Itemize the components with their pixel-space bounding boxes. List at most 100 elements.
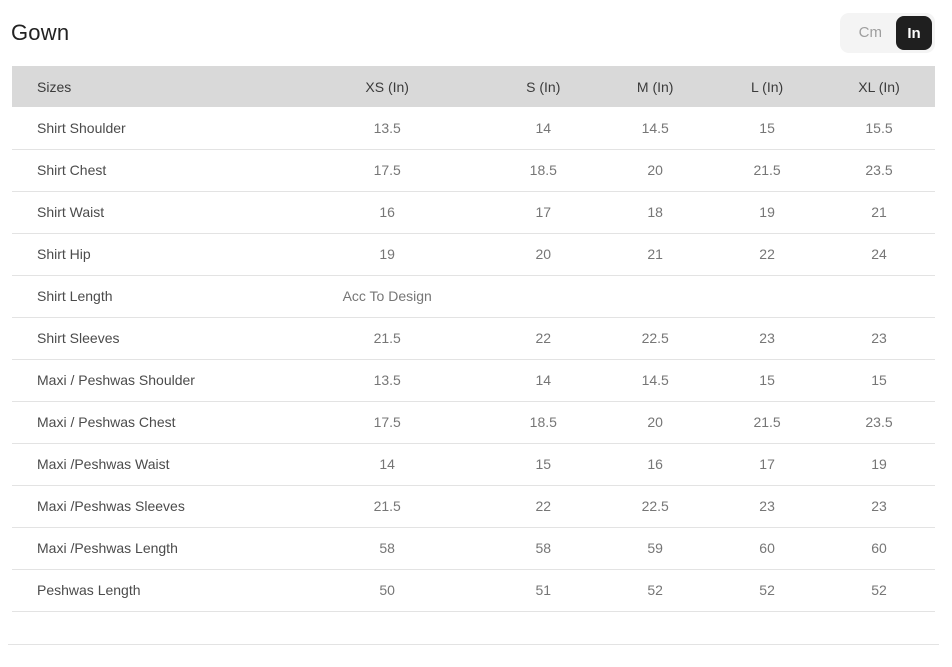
size-value: 23 (711, 485, 824, 528)
unit-toggle: Cm In (839, 13, 935, 53)
size-value: 16 (599, 443, 712, 486)
table-row: Maxi /Peshwas Sleeves 21.5 22 22.5 23 23 (12, 485, 935, 528)
table-row: Shirt Length Acc To Design (12, 275, 935, 318)
size-value: 13.5 (287, 359, 488, 402)
size-value: 21.5 (287, 485, 488, 528)
size-value (487, 275, 600, 318)
size-value: 14 (287, 443, 488, 486)
size-value: 15 (487, 443, 600, 486)
unit-cm-button[interactable]: Cm (858, 24, 882, 41)
size-value: 23 (711, 317, 824, 360)
size-value: 17 (487, 191, 600, 234)
size-value: 15 (711, 107, 824, 150)
table-row: Maxi /Peshwas Waist 14 15 16 17 19 (12, 443, 935, 486)
page-title: Gown (11, 20, 70, 45)
row-label: Shirt Hip (12, 233, 288, 276)
size-value: 20 (599, 401, 712, 444)
size-value (711, 275, 824, 318)
unit-in-button[interactable]: In (896, 16, 932, 50)
size-value: 23.5 (823, 149, 935, 192)
column-header-sizes: Sizes (12, 66, 288, 107)
size-value: 14 (487, 107, 600, 150)
column-header-size: L (In) (711, 66, 824, 107)
size-value: 22.5 (599, 485, 712, 528)
size-value: 14.5 (599, 359, 712, 402)
size-value: 60 (711, 527, 824, 570)
size-value: 58 (487, 527, 600, 570)
row-label: Shirt Chest (12, 149, 288, 192)
size-value: 52 (599, 569, 712, 612)
size-value: 51 (487, 569, 600, 612)
size-chart-header: Sizes XS (In) S (In) M (In) L (In) XL (In) (12, 66, 935, 107)
size-value: 52 (823, 569, 935, 612)
size-value (823, 275, 935, 318)
size-value: 23.5 (823, 401, 935, 444)
size-value: 17 (711, 443, 824, 486)
size-value: 18 (599, 191, 712, 234)
size-value: 21 (599, 233, 712, 276)
size-value: 23 (823, 485, 935, 528)
column-header-size: M (In) (599, 66, 712, 107)
size-value: 17.5 (287, 149, 488, 192)
size-value: 14 (487, 359, 600, 402)
size-value: 15 (823, 359, 935, 402)
header-row: Sizes XS (In) S (In) M (In) L (In) XL (In) (12, 66, 935, 107)
table-row: Shirt Sleeves 21.5 22 22.5 23 23 (12, 317, 935, 360)
row-label: Shirt Waist (12, 191, 288, 234)
size-value: 19 (287, 233, 488, 276)
row-label: Maxi /Peshwas Sleeves (12, 485, 288, 528)
topbar: Gown Cm In (11, 11, 935, 55)
size-value: 14.5 (599, 107, 712, 150)
size-value: 21.5 (711, 401, 824, 444)
size-value: 16 (287, 191, 488, 234)
row-label: Shirt Shoulder (12, 107, 288, 150)
size-value: 24 (823, 233, 935, 276)
size-value: 22 (487, 317, 600, 360)
table-row: Peshwas Length 50 51 52 52 52 (12, 569, 935, 612)
size-value: 19 (823, 443, 935, 486)
size-value: 22.5 (599, 317, 712, 360)
table-row: Shirt Shoulder 13.5 14 14.5 15 15.5 (12, 107, 935, 150)
size-value: 58 (287, 527, 488, 570)
row-label: Maxi /Peshwas Length (12, 527, 288, 570)
row-label: Peshwas Length (12, 569, 288, 612)
size-value: 52 (711, 569, 824, 612)
table-row: Shirt Hip 19 20 21 22 24 (12, 233, 935, 276)
size-value: 21.5 (287, 317, 488, 360)
size-value: 22 (711, 233, 824, 276)
size-value: Acc To Design (287, 275, 488, 318)
size-chart-table: Sizes XS (In) S (In) M (In) L (In) XL (In) Sh… (12, 66, 935, 612)
row-label: Maxi / Peshwas Shoulder (12, 359, 288, 402)
size-value: 20 (487, 233, 600, 276)
row-label: Shirt Sleeves (12, 317, 288, 360)
size-value: 59 (599, 527, 712, 570)
row-label: Maxi / Peshwas Chest (12, 401, 288, 444)
size-value: 15 (711, 359, 824, 402)
footer-divider (8, 612, 939, 645)
size-value (599, 275, 712, 318)
size-value: 13.5 (287, 107, 488, 150)
size-value: 60 (823, 527, 935, 570)
size-value: 21 (823, 191, 935, 234)
column-header-size: XL (In) (823, 66, 935, 107)
column-header-size: XS (In) (287, 66, 488, 107)
column-header-size: S (In) (487, 66, 600, 107)
size-value: 23 (823, 317, 935, 360)
size-value: 15.5 (823, 107, 935, 150)
table-row: Maxi / Peshwas Chest 17.5 18.5 20 21.5 23.5 (12, 401, 935, 444)
size-value: 17.5 (287, 401, 488, 444)
row-label: Maxi /Peshwas Waist (12, 443, 288, 486)
size-value: 18.5 (487, 401, 600, 444)
size-value: 20 (599, 149, 712, 192)
table-row: Maxi / Peshwas Shoulder 13.5 14 14.5 15 15 (12, 359, 935, 402)
size-value: 22 (487, 485, 600, 528)
size-value: 21.5 (711, 149, 824, 192)
size-value: 19 (711, 191, 824, 234)
row-label: Shirt Length (12, 275, 288, 318)
table-row: Shirt Waist 16 17 18 19 21 (12, 191, 935, 234)
size-chart-body: Shirt Shoulder 13.5 14 14.5 15 15.5 Shirt Ches… (12, 107, 935, 612)
size-value: 18.5 (487, 149, 600, 192)
table-row: Shirt Chest 17.5 18.5 20 21.5 23.5 (12, 149, 935, 192)
size-value: 50 (287, 569, 488, 612)
